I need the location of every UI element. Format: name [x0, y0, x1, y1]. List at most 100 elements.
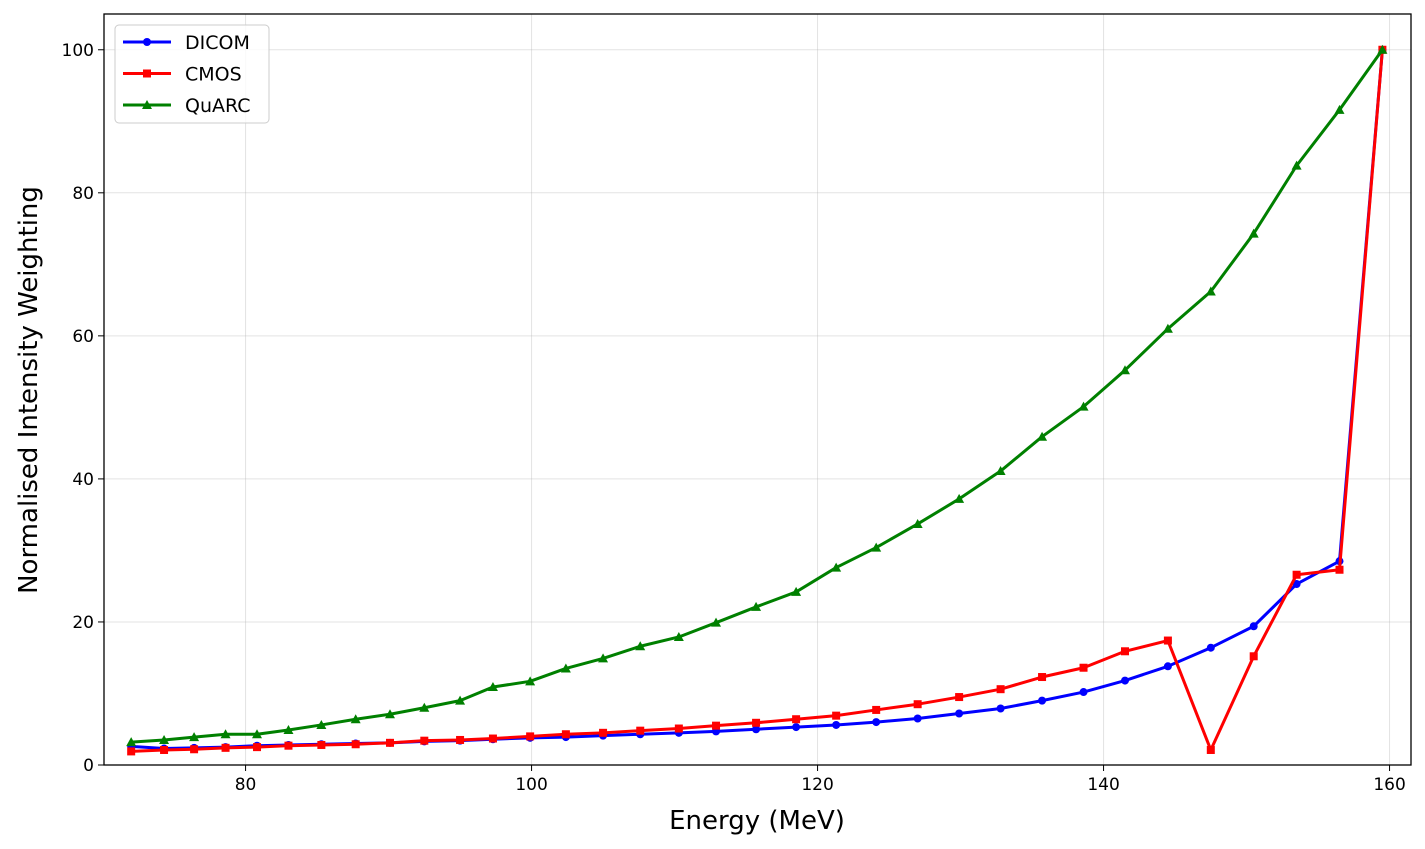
y-tick-label: 20 [72, 613, 94, 633]
quarc-point [487, 682, 498, 692]
cmos-point [1163, 636, 1172, 645]
quarc-point [831, 562, 842, 572]
cmos-point [221, 743, 230, 752]
cmos-point [1121, 647, 1130, 656]
x-tick-label: 100 [515, 775, 547, 795]
x-tick-label: 80 [235, 775, 257, 795]
quarc-point [1078, 401, 1089, 411]
cmos-point [253, 743, 262, 752]
quarc-point [220, 729, 231, 739]
dicom-point [996, 704, 1005, 713]
quarc-point [995, 466, 1006, 476]
cmos-point [792, 715, 801, 724]
dicom-point [1292, 580, 1301, 589]
cmos-point [1079, 663, 1088, 672]
y-tick-label: 80 [72, 184, 94, 204]
cmos-point [317, 740, 326, 749]
x-tick-label: 160 [1373, 775, 1405, 795]
cmos-point [712, 721, 721, 730]
x-axis-label: Energy (MeV) [669, 806, 845, 836]
legend-label: DICOM [185, 32, 250, 54]
cmos-point [561, 730, 570, 739]
cmos-point [190, 745, 199, 754]
legend: DICOM CMOS QuARC [114, 24, 270, 124]
quarc-point [751, 601, 762, 611]
dicom-point [955, 709, 964, 718]
dicom-point [1163, 662, 1172, 671]
quarc-point [1334, 104, 1345, 114]
cmos-line [131, 49, 1384, 753]
y-tick-label: 60 [72, 327, 94, 347]
quarc-point [455, 695, 466, 705]
dicom-point [1206, 643, 1215, 652]
plot-frame [103, 13, 1412, 766]
legend-label: QuARC [185, 95, 251, 117]
cmos-point [160, 745, 169, 754]
cmos-point [674, 724, 683, 733]
dicom-point [1038, 696, 1047, 705]
dicom-point [872, 718, 881, 727]
quarc-point [711, 617, 722, 627]
quarc-point [350, 714, 361, 724]
legend-item-quarc: QuARC [123, 95, 251, 117]
y-axis-label: Normalised Intensity Weighting [14, 186, 44, 594]
ticks: 80 100 120 140 160 0 20 40 60 80 100 [62, 41, 1406, 795]
cmos-point [385, 738, 394, 747]
quarc-point [159, 734, 170, 744]
legend-box [114, 24, 270, 124]
series-group [126, 44, 1388, 756]
cmos-point [996, 685, 1005, 694]
quarc-point [1248, 228, 1259, 238]
cmos-point [832, 711, 841, 720]
cmos-point [1038, 673, 1047, 682]
grid [104, 14, 1411, 766]
dicom-line [131, 49, 1384, 751]
cmos-point [127, 747, 136, 756]
cmos-point [872, 705, 881, 714]
cmos-point [913, 700, 922, 709]
x-tick-label: 140 [1087, 775, 1119, 795]
cmos-point [1335, 565, 1344, 574]
cmos-point [420, 736, 429, 745]
quarc-point [283, 724, 294, 734]
cmos-point [284, 741, 293, 750]
cmos-point [526, 732, 535, 741]
dicom-point [832, 720, 841, 729]
quarc-point [419, 702, 430, 712]
cmos-point [1249, 652, 1258, 661]
dicom-point [752, 725, 761, 734]
dicom-point [792, 723, 801, 732]
series-cmos [127, 45, 1387, 756]
quarc-point [673, 631, 684, 641]
quarc-point [1162, 323, 1173, 333]
legend-item-cmos: CMOS [123, 64, 242, 86]
quarc-point [560, 663, 571, 673]
legend-item-dicom: DICOM [123, 32, 250, 54]
dicom-point [913, 714, 922, 723]
series-dicom [127, 45, 1387, 753]
quarc-point [598, 653, 609, 663]
quarc-point [912, 518, 923, 528]
y-tick-label: 100 [62, 41, 94, 61]
quarc-point [1377, 44, 1388, 54]
quarc-point [1205, 286, 1216, 296]
x-tick-label: 120 [801, 775, 833, 795]
quarc-point [126, 737, 137, 747]
cmos-point [599, 728, 608, 737]
y-tick-label: 0 [83, 756, 94, 776]
quarc-point [871, 542, 882, 552]
legend-marker [143, 38, 151, 46]
cmos-point [752, 718, 761, 727]
cmos-point [636, 726, 645, 735]
dicom-point [1249, 622, 1258, 631]
legend-marker [142, 100, 152, 109]
legend-marker [143, 69, 151, 78]
quarc-point [384, 709, 395, 719]
cmos-point [488, 734, 497, 743]
legend-label: CMOS [185, 64, 242, 86]
cmos-point [351, 740, 360, 749]
cmos-point [955, 693, 964, 702]
quarc-point [525, 676, 536, 686]
quarc-point [316, 719, 327, 729]
